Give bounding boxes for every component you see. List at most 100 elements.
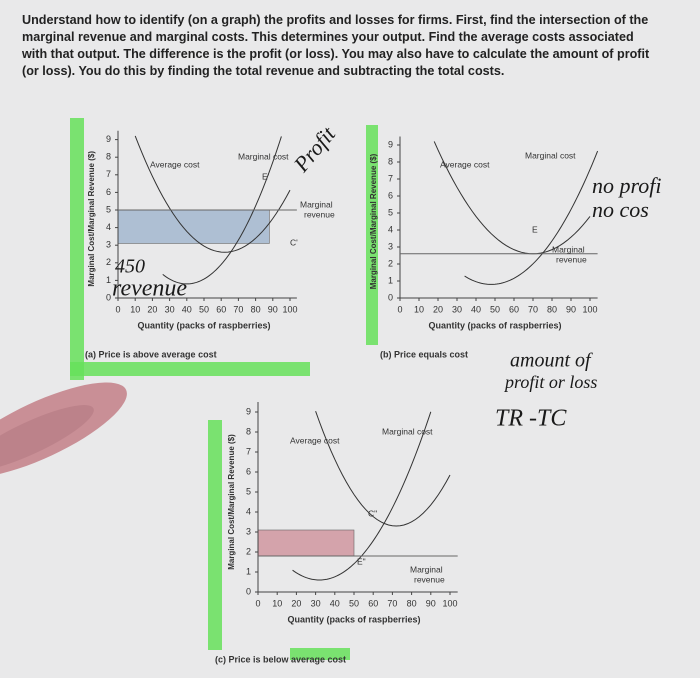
- y-axis-title: Marginal Cost/Marginal Revenue ($): [369, 153, 378, 289]
- y-tick-label: 4: [246, 506, 251, 516]
- y-tick-label: 8: [106, 152, 111, 162]
- y-tick-label: 8: [388, 156, 393, 166]
- marginal-cost-label: Marginal cost: [238, 151, 289, 161]
- x-tick-label: 20: [147, 304, 157, 314]
- average-cost-curve: [315, 411, 451, 527]
- handwritten-note: TR -TC: [495, 406, 567, 432]
- x-tick-label: 90: [426, 598, 436, 608]
- y-tick-label: 5: [246, 486, 251, 496]
- marginal-cost-curve: [464, 150, 599, 285]
- x-tick-label: 80: [547, 304, 557, 314]
- fingernail-shade: [0, 405, 94, 471]
- point-label: C": [368, 508, 377, 518]
- y-tick-label: 1: [106, 275, 111, 285]
- marginal-revenue-label: revenue: [556, 254, 587, 264]
- y-tick-label: 9: [246, 406, 251, 416]
- y-axis-title: Marginal Cost/Marginal Revenue ($): [87, 151, 96, 287]
- x-tick-label: 30: [165, 304, 175, 314]
- x-tick-label: 50: [349, 598, 359, 608]
- marginal-revenue-label: revenue: [304, 209, 335, 219]
- x-tick-label: 90: [268, 304, 278, 314]
- x-tick-label: 20: [291, 598, 301, 608]
- point-label: E: [532, 224, 538, 234]
- marginal-cost-label: Marginal cost: [382, 426, 433, 436]
- marginal-cost-label: Marginal cost: [525, 150, 576, 160]
- y-tick-label: 5: [388, 207, 393, 217]
- marginal-revenue-label: Marginal: [410, 564, 443, 574]
- panel-caption: (c) Price is below average cost: [215, 654, 346, 664]
- y-tick-label: 7: [106, 169, 111, 179]
- average-cost-label: Average cost: [440, 159, 490, 169]
- x-tick-label: 40: [182, 304, 192, 314]
- handwritten-note: no profi: [592, 173, 661, 198]
- x-tick-label: 80: [407, 598, 417, 608]
- x-tick-label: 30: [452, 304, 462, 314]
- x-tick-label: 100: [282, 304, 297, 314]
- y-tick-label: 1: [388, 275, 393, 285]
- y-tick-label: 3: [106, 240, 111, 250]
- panel-caption: (b) Price equals cost: [380, 349, 468, 359]
- x-axis-title: Quantity (packs of raspberries): [137, 320, 270, 330]
- x-tick-label: 10: [414, 304, 424, 314]
- profit-loss-area: [257, 529, 355, 557]
- highlight: [70, 362, 310, 376]
- x-tick-label: 100: [582, 304, 597, 314]
- x-tick-label: 0: [115, 304, 120, 314]
- average-cost-curve: [433, 141, 591, 255]
- x-tick-label: 50: [199, 304, 209, 314]
- y-tick-label: 2: [246, 546, 251, 556]
- x-tick-label: 70: [233, 304, 243, 314]
- panel-caption: (a) Price is above average cost: [85, 349, 217, 359]
- y-tick-label: 6: [388, 190, 393, 200]
- x-tick-label: 80: [251, 304, 261, 314]
- x-axis-title: Quantity (packs of raspberries): [287, 614, 420, 624]
- x-tick-label: 0: [397, 304, 402, 314]
- y-tick-label: 8: [246, 426, 251, 436]
- x-axis-title: Quantity (packs of raspberries): [428, 320, 561, 330]
- marginal-revenue-label: Marginal: [300, 199, 333, 209]
- x-tick-label: 50: [490, 304, 500, 314]
- y-tick-label: 6: [246, 466, 251, 476]
- handwritten-note: Profit: [288, 121, 341, 177]
- y-tick-label: 7: [246, 446, 251, 456]
- y-tick-label: 4: [106, 222, 111, 232]
- highlight: [70, 118, 84, 380]
- highlight: [290, 648, 350, 660]
- average-cost-label: Average cost: [150, 159, 200, 169]
- highlight: [208, 420, 222, 650]
- highlight: [366, 125, 378, 345]
- y-tick-label: 2: [388, 258, 393, 268]
- y-tick-label: 0: [388, 292, 393, 302]
- point-label: E": [357, 556, 366, 566]
- x-tick-label: 60: [216, 304, 226, 314]
- handwritten-note: no cos: [592, 197, 649, 222]
- y-tick-label: 9: [388, 139, 393, 149]
- x-tick-label: 90: [566, 304, 576, 314]
- x-tick-label: 60: [509, 304, 519, 314]
- x-tick-label: 40: [330, 598, 340, 608]
- handwritten-note: amount of: [510, 350, 593, 372]
- handwritten-note: profit or loss: [503, 372, 597, 392]
- x-tick-label: 30: [311, 598, 321, 608]
- x-tick-label: 60: [368, 598, 378, 608]
- y-tick-label: 4: [388, 224, 393, 234]
- average-cost-label: Average cost: [290, 435, 340, 445]
- intro-text: Understand how to identify (on a graph) …: [22, 13, 650, 78]
- point-label: E': [262, 171, 270, 181]
- y-tick-label: 9: [106, 134, 111, 144]
- y-tick-label: 2: [106, 257, 111, 267]
- point-label: C': [290, 237, 298, 247]
- marginal-cost-curve: [162, 136, 282, 285]
- y-tick-label: 3: [246, 526, 251, 536]
- x-tick-label: 40: [471, 304, 481, 314]
- y-tick-label: 0: [246, 586, 251, 596]
- y-axis-title: Marginal Cost/Marginal Revenue ($): [227, 434, 236, 570]
- x-tick-label: 70: [387, 598, 397, 608]
- marginal-revenue-label: Marginal: [552, 244, 585, 254]
- handwritten-note: 450: [115, 256, 145, 278]
- handwritten-note: revenue: [112, 276, 187, 302]
- average-cost-curve: [134, 135, 291, 253]
- y-tick-label: 3: [388, 241, 393, 251]
- y-tick-label: 5: [106, 204, 111, 214]
